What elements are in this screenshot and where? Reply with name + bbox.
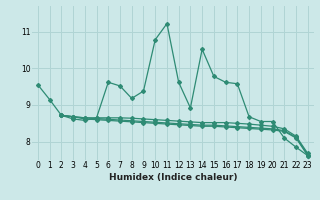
X-axis label: Humidex (Indice chaleur): Humidex (Indice chaleur) — [108, 173, 237, 182]
